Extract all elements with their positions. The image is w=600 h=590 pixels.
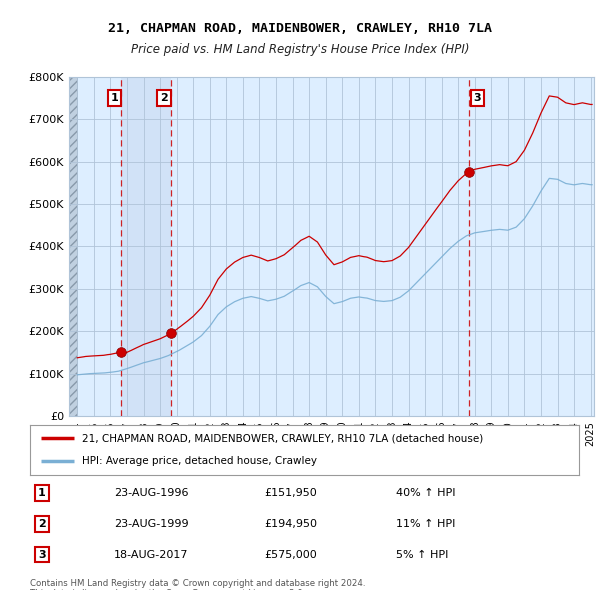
Text: 18-AUG-2017: 18-AUG-2017	[114, 550, 188, 559]
Text: £194,950: £194,950	[264, 519, 317, 529]
Bar	[69, 77, 77, 416]
Text: Contains HM Land Registry data © Crown copyright and database right 2024.
This d: Contains HM Land Registry data © Crown c…	[30, 579, 365, 590]
Text: 1: 1	[38, 489, 46, 498]
Text: £575,000: £575,000	[264, 550, 317, 559]
Text: £151,950: £151,950	[264, 489, 317, 498]
Text: 3: 3	[38, 550, 46, 559]
Text: 1: 1	[110, 93, 118, 103]
Text: HPI: Average price, detached house, Crawley: HPI: Average price, detached house, Craw…	[82, 457, 317, 467]
Bar	[121, 77, 171, 416]
Text: 2: 2	[38, 519, 46, 529]
Text: 2: 2	[160, 93, 168, 103]
Text: Price paid vs. HM Land Registry's House Price Index (HPI): Price paid vs. HM Land Registry's House …	[131, 43, 469, 56]
Text: 23-AUG-1999: 23-AUG-1999	[114, 519, 188, 529]
Text: 40% ↑ HPI: 40% ↑ HPI	[396, 489, 455, 498]
Text: 21, CHAPMAN ROAD, MAIDENBOWER, CRAWLEY, RH10 7LA: 21, CHAPMAN ROAD, MAIDENBOWER, CRAWLEY, …	[108, 22, 492, 35]
Text: 11% ↑ HPI: 11% ↑ HPI	[396, 519, 455, 529]
Text: 23-AUG-1996: 23-AUG-1996	[114, 489, 188, 498]
Text: 3: 3	[473, 93, 481, 103]
Text: 5% ↑ HPI: 5% ↑ HPI	[396, 550, 448, 559]
Text: 21, CHAPMAN ROAD, MAIDENBOWER, CRAWLEY, RH10 7LA (detached house): 21, CHAPMAN ROAD, MAIDENBOWER, CRAWLEY, …	[82, 433, 484, 443]
